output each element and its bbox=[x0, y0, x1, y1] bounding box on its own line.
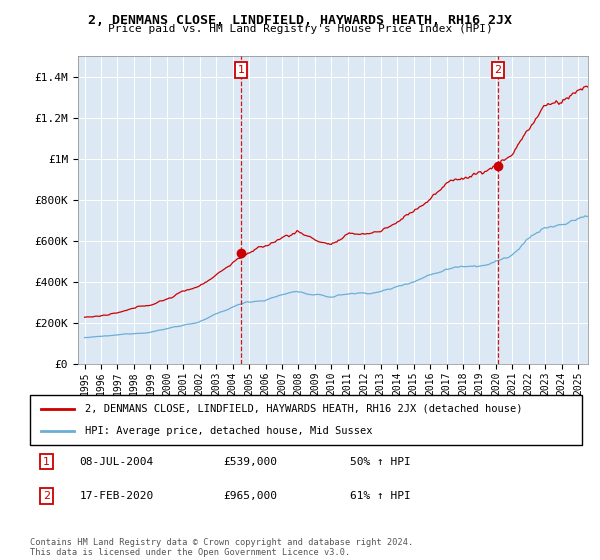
Text: 1: 1 bbox=[43, 456, 50, 466]
Text: Price paid vs. HM Land Registry's House Price Index (HPI): Price paid vs. HM Land Registry's House … bbox=[107, 24, 493, 34]
Text: 50% ↑ HPI: 50% ↑ HPI bbox=[350, 456, 411, 466]
Text: 2: 2 bbox=[494, 65, 502, 75]
Text: 17-FEB-2020: 17-FEB-2020 bbox=[80, 491, 154, 501]
Text: 1: 1 bbox=[238, 65, 245, 75]
Text: Contains HM Land Registry data © Crown copyright and database right 2024.
This d: Contains HM Land Registry data © Crown c… bbox=[30, 538, 413, 557]
Text: 08-JUL-2004: 08-JUL-2004 bbox=[80, 456, 154, 466]
Text: HPI: Average price, detached house, Mid Sussex: HPI: Average price, detached house, Mid … bbox=[85, 426, 373, 436]
Text: 61% ↑ HPI: 61% ↑ HPI bbox=[350, 491, 411, 501]
Text: 2, DENMANS CLOSE, LINDFIELD, HAYWARDS HEATH, RH16 2JX (detached house): 2, DENMANS CLOSE, LINDFIELD, HAYWARDS HE… bbox=[85, 404, 523, 414]
Text: 2: 2 bbox=[43, 491, 50, 501]
Text: 2, DENMANS CLOSE, LINDFIELD, HAYWARDS HEATH, RH16 2JX: 2, DENMANS CLOSE, LINDFIELD, HAYWARDS HE… bbox=[88, 14, 512, 27]
Text: £539,000: £539,000 bbox=[223, 456, 277, 466]
Text: £965,000: £965,000 bbox=[223, 491, 277, 501]
